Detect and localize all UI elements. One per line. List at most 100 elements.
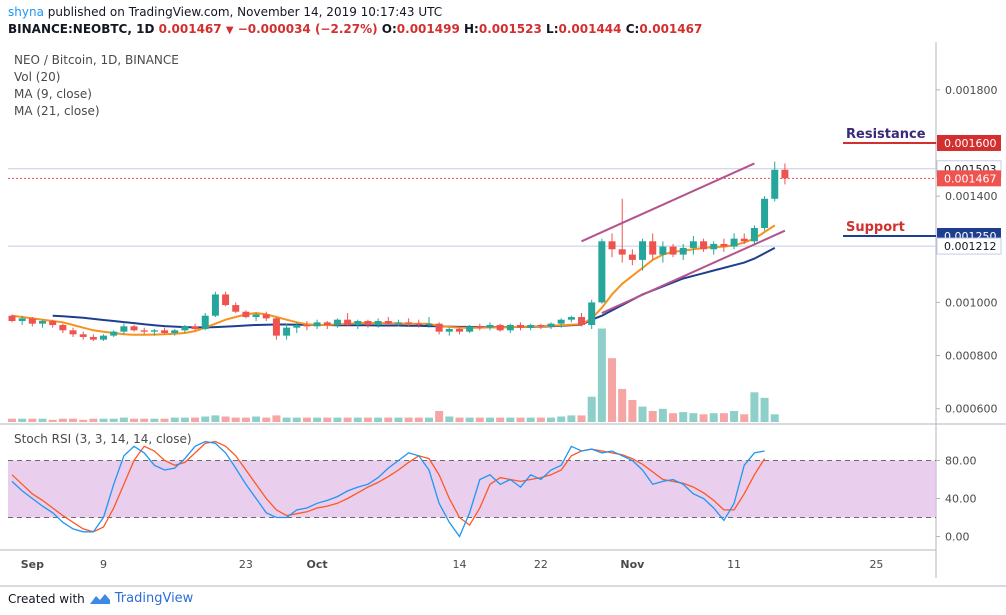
volume-bar: [699, 414, 708, 422]
candle-body: [700, 241, 708, 250]
volume-bar: [140, 418, 149, 422]
volume-bar: [363, 417, 372, 422]
volume-bar: [496, 417, 505, 422]
volume-bar: [221, 416, 230, 422]
close-label: C:: [625, 22, 640, 36]
volume-bar: [557, 416, 566, 422]
candle-body: [710, 243, 718, 250]
volume-bar: [547, 417, 556, 422]
price-tick-label: 0.000800: [945, 350, 998, 363]
candle-body: [201, 315, 209, 329]
candle-body: [211, 294, 219, 316]
volume-bar: [109, 418, 118, 422]
candle-body: [720, 243, 728, 247]
volume-bar: [628, 400, 637, 422]
created-with-text: Created with: [8, 591, 85, 606]
volume-bar: [353, 417, 362, 422]
stoch-rsi-d-line: [11, 440, 766, 533]
legend-ma9: MA (9, close): [14, 87, 92, 101]
candle-body: [771, 169, 779, 199]
volume-bar: [231, 417, 240, 422]
legend-title: NEO / Bitcoin, 1D, BINANCE: [14, 53, 179, 67]
candle-body: [222, 294, 230, 306]
candle-body: [100, 335, 108, 340]
tradingview-brand[interactable]: TradingView: [114, 591, 194, 606]
candle-body: [649, 241, 657, 255]
volume-bar: [608, 358, 617, 422]
volume-bar: [760, 397, 769, 422]
volume-bar: [516, 417, 525, 422]
candle-body: [8, 315, 16, 322]
price-axis-badge-text: 0.001467: [944, 172, 997, 185]
open-label: O:: [381, 22, 397, 36]
time-axis-label: Nov: [620, 558, 645, 571]
volume-bar: [150, 418, 159, 422]
published-text: published on TradingView.com, November 1…: [47, 5, 443, 19]
candle-body: [120, 326, 128, 332]
author-name[interactable]: shyna: [8, 5, 44, 19]
stoch-rsi-band: [8, 460, 936, 518]
time-axis-label: 25: [869, 558, 883, 571]
candle-body: [557, 319, 565, 324]
volume-bar: [58, 418, 67, 422]
candle-body: [659, 246, 667, 255]
volume-bar: [18, 418, 27, 422]
candle-body: [28, 318, 36, 324]
candle-body: [49, 321, 57, 326]
candle-body: [455, 328, 463, 332]
channel-lower-line: [601, 229, 786, 314]
time-axis-label: 11: [727, 558, 741, 571]
candle-body: [384, 321, 392, 324]
down-arrow-icon: ▼: [225, 25, 234, 36]
close-value: 0.001467: [639, 22, 703, 36]
rsi-tick-label: 80.00: [945, 455, 977, 468]
volume-bar: [262, 417, 271, 422]
candle-body: [435, 323, 443, 332]
volume-bar: [252, 416, 261, 422]
volume-bar: [211, 415, 220, 422]
candle-body: [181, 326, 189, 331]
volume-bar: [38, 418, 47, 422]
resistance-label: Resistance: [846, 127, 926, 142]
volume-bar: [618, 389, 627, 422]
candle-body: [313, 322, 321, 327]
volume-bar: [526, 417, 535, 422]
volume-bar: [577, 415, 586, 422]
candle-body: [679, 247, 687, 255]
volume-bar: [445, 416, 454, 422]
candle-body: [445, 328, 453, 332]
candle-body: [578, 317, 586, 326]
volume-bar: [160, 418, 169, 422]
price-tick-label: 0.001400: [945, 190, 998, 203]
candle-body: [354, 321, 362, 326]
candle-body: [394, 322, 402, 324]
candle-body: [272, 318, 280, 336]
volume-bar: [770, 414, 779, 422]
volume-bar: [485, 417, 494, 422]
candle-body: [517, 325, 524, 328]
candle-body: [252, 314, 260, 318]
volume-bar: [669, 413, 678, 422]
candle-body: [781, 169, 789, 179]
candle-body: [262, 314, 270, 319]
volume-bar: [638, 406, 647, 422]
time-axis-label: 23: [239, 558, 253, 571]
candle-body: [608, 241, 616, 250]
candle-body: [598, 241, 606, 303]
volume-bar: [740, 414, 749, 422]
volume-bar: [343, 417, 352, 422]
price-axis-badge: [937, 134, 1001, 151]
volume-bar: [8, 418, 16, 422]
volume-bar: [201, 416, 210, 422]
candle-body: [18, 318, 26, 322]
volume-bar: [282, 417, 291, 422]
volume-bar: [241, 417, 250, 422]
volume-bar: [89, 418, 98, 422]
tradingview-logo-icon: [89, 593, 110, 604]
volume-bar: [587, 396, 596, 422]
candle-body: [415, 323, 423, 326]
volume-bar: [414, 417, 423, 422]
price-change: −0.000034 (−2.27%): [237, 22, 378, 36]
candle-body: [588, 302, 596, 326]
